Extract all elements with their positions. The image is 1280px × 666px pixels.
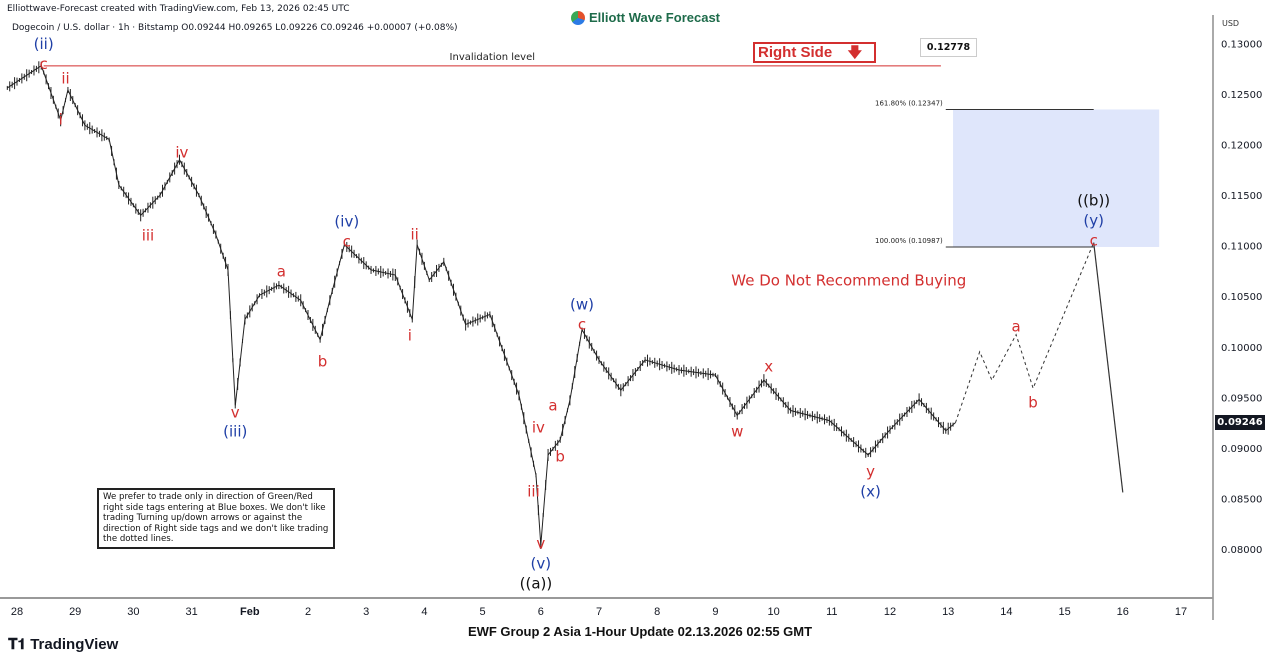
wave-label: (x) bbox=[860, 482, 881, 500]
trading-note: We prefer to trade only in direction of … bbox=[97, 488, 335, 549]
wave-label: (ii) bbox=[34, 35, 54, 53]
time-tick-label: 8 bbox=[654, 606, 660, 618]
time-tick-label: 11 bbox=[826, 606, 837, 618]
current-price-label: 0.09246 bbox=[1215, 415, 1265, 430]
invalidation-label: Invalidation level bbox=[450, 52, 535, 63]
wave-label: ((b)) bbox=[1077, 191, 1110, 209]
price-tick-label: 0.09000 bbox=[1221, 444, 1262, 455]
currency-label: USD bbox=[1222, 19, 1240, 28]
price-tick-label: 0.08000 bbox=[1221, 545, 1262, 556]
wave-label: c bbox=[40, 55, 48, 73]
wave-label: (y) bbox=[1083, 211, 1104, 229]
price-tick-label: 0.12500 bbox=[1221, 90, 1262, 101]
wave-label: a bbox=[548, 397, 557, 415]
wave-label: w bbox=[731, 423, 743, 441]
time-tick-label: 31 bbox=[185, 606, 197, 618]
arrow-down-icon: 🡇 bbox=[847, 44, 862, 60]
price-tick-label: 0.09500 bbox=[1221, 393, 1262, 404]
right-side-tag: Right Side 🡇 bbox=[753, 42, 876, 63]
wave-label: v bbox=[231, 404, 240, 422]
price-tick-label: 0.11500 bbox=[1221, 191, 1262, 202]
wave-label: x bbox=[764, 358, 773, 376]
time-tick-label: 14 bbox=[1000, 606, 1012, 618]
price-tick-label: 0.13000 bbox=[1221, 39, 1262, 50]
wave-label: c bbox=[1090, 231, 1098, 249]
wave-label: c bbox=[578, 316, 586, 334]
time-tick-label: 17 bbox=[1175, 606, 1187, 618]
wave-label: ii bbox=[61, 70, 69, 88]
projection-dashed-line bbox=[955, 242, 1095, 423]
brand-name: Elliott Wave Forecast bbox=[589, 10, 720, 25]
wave-label: (iii) bbox=[223, 423, 247, 441]
wave-label: (w) bbox=[570, 296, 594, 314]
chart-credit: Elliottwave-Forecast created with Tradin… bbox=[7, 4, 350, 14]
time-tick-label: 30 bbox=[127, 606, 139, 618]
price-tick-label: 0.12000 bbox=[1221, 141, 1262, 152]
wave-label: (v) bbox=[531, 554, 552, 572]
wave-label: iv bbox=[175, 144, 188, 162]
projection-solid-line bbox=[1093, 242, 1124, 493]
wave-label: c bbox=[343, 233, 351, 251]
time-tick-label: 5 bbox=[480, 606, 486, 618]
wave-label: a bbox=[277, 262, 286, 280]
wave-label: ii bbox=[411, 225, 419, 243]
fib-level-label: 100.00% (0.10987) bbox=[875, 237, 943, 245]
time-tick-label: 15 bbox=[1058, 606, 1070, 618]
time-tick-label: 12 bbox=[884, 606, 896, 618]
wave-label: y bbox=[866, 462, 875, 480]
wave-label: v bbox=[536, 534, 545, 552]
ewf-logo-icon bbox=[571, 10, 585, 25]
time-tick-label: 29 bbox=[69, 606, 81, 618]
time-tick-label: 16 bbox=[1117, 606, 1129, 618]
time-tick-label: 4 bbox=[421, 606, 427, 618]
time-tick-label: 3 bbox=[363, 606, 369, 618]
time-tick-label: 13 bbox=[942, 606, 954, 618]
wave-label: (iv) bbox=[334, 213, 359, 231]
wave-label: a bbox=[1011, 317, 1020, 335]
price-tick-label: 0.10000 bbox=[1221, 343, 1262, 354]
time-tick-label: 9 bbox=[712, 606, 718, 618]
symbol-legend[interactable]: Dogecoin / U.S. dollar · 1h · Bitstamp O… bbox=[12, 23, 458, 33]
tradingview-logo[interactable]: 𝐓𝟏 TradingView bbox=[8, 636, 118, 653]
wave-label: b bbox=[555, 447, 565, 465]
wave-label: i bbox=[59, 110, 63, 128]
chart-footer-title: EWF Group 2 Asia 1-Hour Update 02.13.202… bbox=[467, 624, 813, 639]
invalidation-price-label: 0.12778 bbox=[920, 38, 977, 57]
tradingview-text: TradingView bbox=[30, 636, 119, 653]
time-tick-label: Feb bbox=[240, 606, 260, 618]
brand-logo: Elliott Wave Forecast bbox=[571, 10, 720, 25]
time-tick-label: 2 bbox=[305, 606, 311, 618]
price-tick-label: 0.11000 bbox=[1221, 242, 1262, 253]
tradingview-logo-icon: 𝐓𝟏 bbox=[8, 636, 27, 653]
time-tick-label: 6 bbox=[538, 606, 544, 618]
wave-label: b bbox=[318, 353, 328, 371]
recommendation-callout: We Do Not Recommend Buying bbox=[731, 271, 966, 289]
price-tick-label: 0.08500 bbox=[1221, 494, 1262, 505]
price-tick-label: 0.10500 bbox=[1221, 292, 1262, 303]
price-line bbox=[7, 64, 956, 546]
wave-label: b bbox=[1028, 393, 1038, 411]
fib-level-label: 161.80% (0.12347) bbox=[875, 99, 943, 107]
right-side-label: Right Side bbox=[758, 44, 833, 61]
time-tick-label: 10 bbox=[767, 606, 779, 618]
wave-label: ((a)) bbox=[520, 574, 553, 592]
wave-label: iii bbox=[142, 226, 155, 244]
wave-label: iii bbox=[527, 482, 540, 500]
wave-label: i bbox=[408, 326, 412, 344]
wave-label: iv bbox=[532, 418, 545, 436]
time-tick-label: 28 bbox=[11, 606, 23, 618]
target-blue-box bbox=[953, 109, 1160, 247]
time-tick-label: 7 bbox=[596, 606, 602, 618]
